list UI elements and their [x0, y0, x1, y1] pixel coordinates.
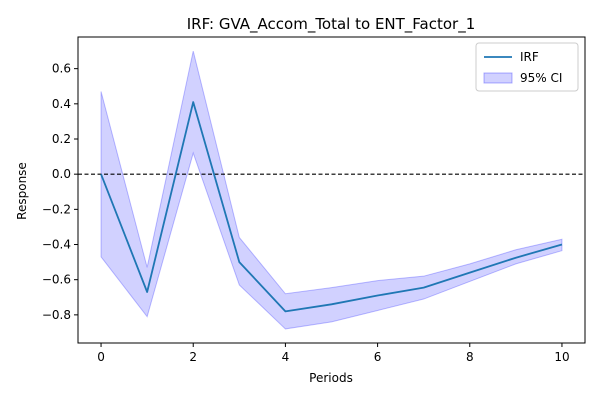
- y-tick-label: 0.2: [52, 132, 71, 146]
- chart-title: IRF: GVA_Accom_Total to ENT_Factor_1: [187, 15, 476, 34]
- x-tick-label: 10: [554, 350, 569, 364]
- irf-line: [100, 101, 563, 313]
- x-tick-label: 4: [282, 350, 290, 364]
- y-tick-label: −0.6: [42, 273, 71, 287]
- plot-area: 0 2 4 6 8 10 −0.8 −0.6 −0.4 −0.2 0.0 0.2 0.4 0.6: [42, 36, 586, 364]
- x-axis-label: Periods: [309, 371, 353, 385]
- x-tick-label: 6: [374, 350, 382, 364]
- y-tick-label: 0.6: [52, 62, 71, 76]
- y-tick-label: −0.2: [42, 202, 71, 216]
- y-tick-label: 0.4: [52, 97, 71, 111]
- legend: IRF 95% CI: [475, 42, 579, 92]
- legend-box: [475, 42, 579, 92]
- legend-label: 95% CI: [520, 71, 562, 85]
- plot-frame: [77, 36, 586, 344]
- x-tick-label: 0: [97, 350, 105, 364]
- legend-label: IRF: [520, 50, 539, 64]
- x-tick-label: 2: [189, 350, 197, 364]
- y-tick-label: 0.0: [52, 167, 71, 181]
- y-tick-label: −0.8: [42, 308, 71, 322]
- x-tick-label: 8: [466, 350, 474, 364]
- legend-ci-swatch: [483, 72, 513, 84]
- ci-band: [100, 50, 563, 330]
- y-tick-label: −0.4: [42, 238, 71, 252]
- y-axis-label: Response: [15, 162, 29, 220]
